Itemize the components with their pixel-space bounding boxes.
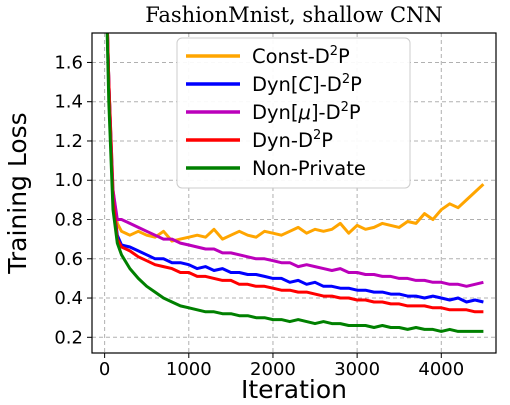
series-line-dyn-d-p: [105, 33, 484, 288]
y-tick-label: 0.8: [54, 210, 83, 231]
legend-entry: Dyn[μ]-D2P: [252, 100, 361, 124]
y-tick-label: 0.2: [54, 327, 83, 348]
legend-entry: Const-D2P: [252, 44, 350, 68]
y-tick-label: 1.0: [54, 170, 83, 191]
legend: Const-D2P Dyn[C]-D2P Dyn[μ]-D2P Dyn-D2P Non-…: [176, 37, 411, 189]
legend-box: [176, 37, 411, 189]
legend-entry: Non-Private: [252, 157, 366, 180]
x-tick-label: 1000: [166, 359, 212, 380]
series-line-dyn-c-d-p: [105, 33, 484, 304]
x-tick-label: 2000: [250, 359, 296, 380]
series-line-const-d-p: [105, 33, 485, 243]
y-tick-label: 0.6: [54, 249, 83, 270]
series-line-non-private: [105, 33, 484, 333]
y-tick-label: 1.6: [54, 52, 83, 73]
y-axis-label: Training Loss: [3, 112, 32, 274]
x-axis-label: Iteration: [241, 375, 347, 404]
x-tick-label: 3000: [334, 359, 380, 380]
y-tick-label: 1.4: [54, 92, 83, 113]
x-tick-label: 4000: [418, 359, 464, 380]
x-tick-label: 0: [99, 359, 110, 380]
legend-entry: Dyn-D2P: [252, 128, 333, 152]
y-tick-label: 1.2: [54, 131, 83, 152]
axis-ticks: 0 1000 2000 3000 4000 0.2 0.4 0.6 0.8 1.0 1.2 1.4 1.…: [54, 52, 464, 380]
y-tick-label: 0.4: [54, 288, 83, 309]
series-lines: [105, 33, 485, 333]
series-line-dyn-d-p: [105, 33, 484, 314]
legend-entry: Dyn[C]-D2P: [252, 72, 362, 96]
plot-frame: [91, 32, 497, 354]
chart-title: FashionMnist, shallow CNN: [145, 3, 443, 27]
